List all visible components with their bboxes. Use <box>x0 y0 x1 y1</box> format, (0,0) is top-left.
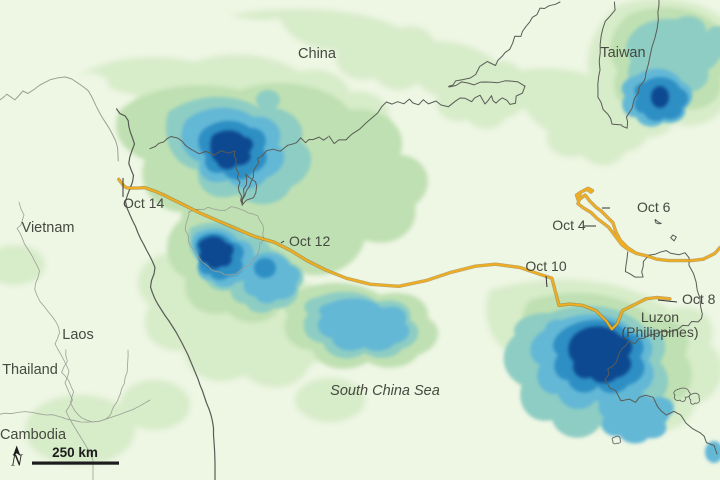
svg-text:Cambodia: Cambodia <box>0 427 67 443</box>
svg-text:Oct 10: Oct 10 <box>525 258 566 274</box>
svg-text:(Philippines): (Philippines) <box>621 324 698 340</box>
svg-text:Oct 8: Oct 8 <box>682 291 716 307</box>
svg-text:Laos: Laos <box>62 327 93 343</box>
svg-text:Luzon: Luzon <box>641 309 679 325</box>
svg-text:Vietnam: Vietnam <box>22 220 75 236</box>
svg-text:250 km: 250 km <box>52 445 98 460</box>
svg-text:South China Sea: South China Sea <box>330 383 440 399</box>
svg-text:Taiwan: Taiwan <box>600 45 645 61</box>
svg-text:Oct 4: Oct 4 <box>552 217 586 233</box>
svg-text:Oct 12: Oct 12 <box>289 233 330 249</box>
svg-text:Thailand: Thailand <box>2 362 58 378</box>
svg-text:Oct 6: Oct 6 <box>637 199 671 215</box>
svg-text:Oct 14: Oct 14 <box>123 195 164 211</box>
svg-text:N: N <box>10 451 24 470</box>
svg-text:China: China <box>298 46 337 62</box>
